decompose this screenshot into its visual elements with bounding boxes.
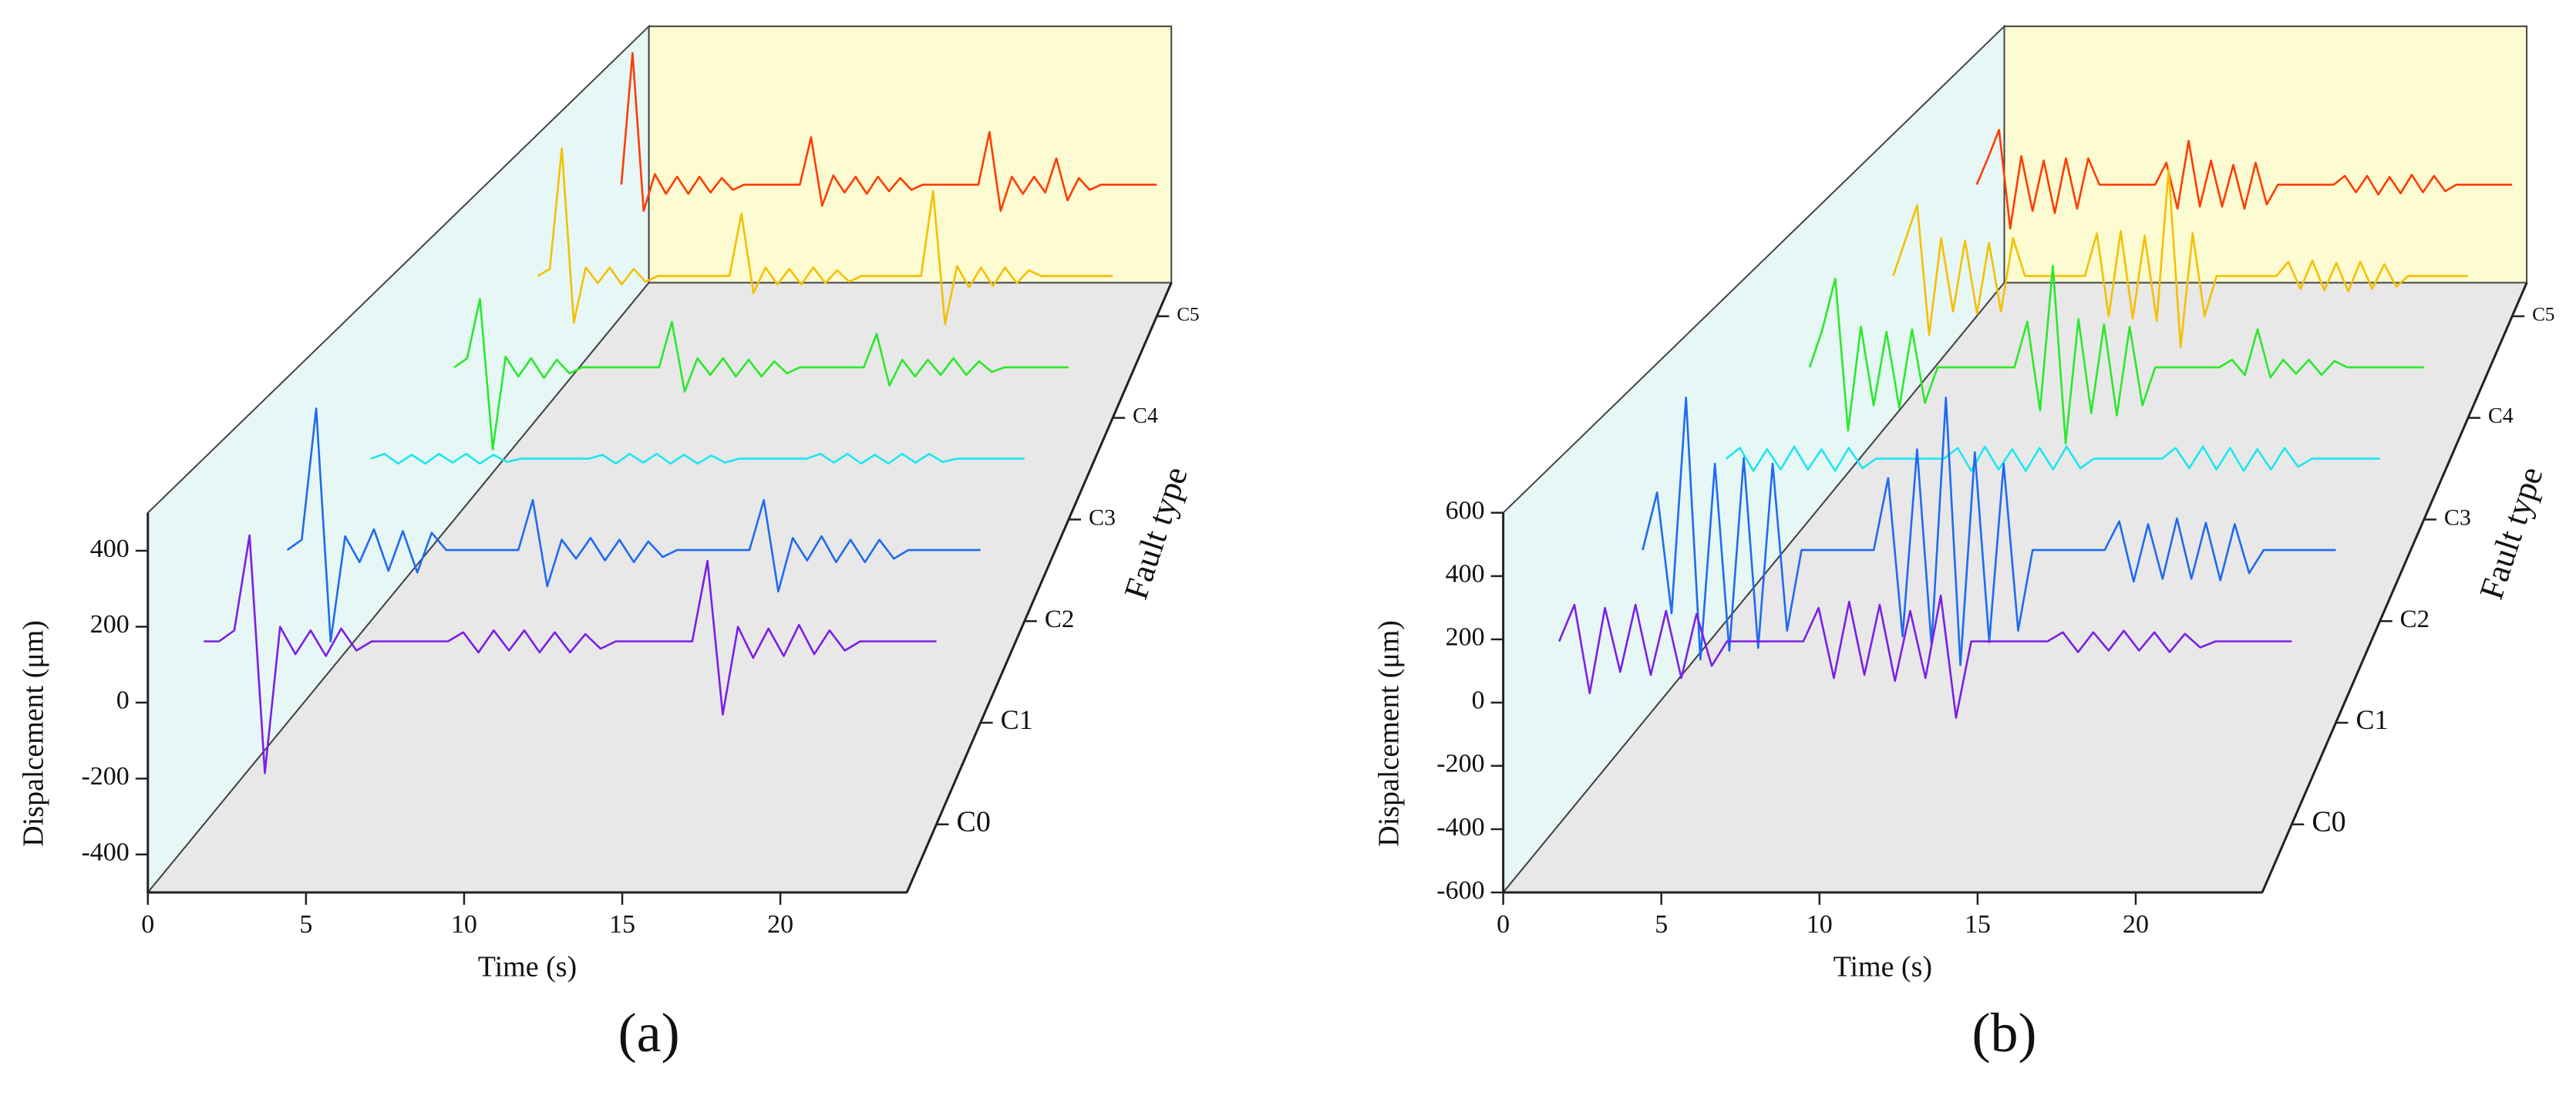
x-tick-label: 10: [451, 910, 477, 939]
series-line: [537, 147, 1113, 326]
x-axis-title: Time (s): [1834, 951, 1932, 983]
series-line: [204, 534, 937, 774]
z-tick-label: C0: [2312, 805, 2345, 838]
series-line: [1808, 265, 2424, 445]
y-tick-label: 0: [1472, 686, 1485, 715]
y-tick-label: 0: [116, 686, 130, 715]
x-axis-title: Time (s): [478, 951, 577, 983]
z-tick-label: C3: [2444, 504, 2471, 530]
z-tick-label: C4: [1133, 404, 1158, 428]
z-tick-label: C2: [1045, 606, 1075, 633]
y-axis-title: Dispalcement (μm): [1372, 620, 1405, 847]
z-axis: [905, 282, 1173, 893]
x-tick-label: 20: [767, 910, 793, 939]
z-tick-label: C0: [956, 805, 990, 838]
y-tick-label: -600: [1436, 876, 1484, 905]
back-wall: [2003, 25, 2528, 284]
y-tick-label: 400: [1446, 560, 1485, 589]
caption: (b): [1972, 1002, 2037, 1064]
series-line: [286, 407, 981, 643]
series-line: [1892, 168, 2468, 349]
series-line: [1725, 445, 2380, 472]
y-tick-label: -400: [81, 838, 129, 867]
y-tick-label: 400: [90, 535, 130, 563]
y-tick-label: 200: [90, 610, 130, 639]
z-tick-label: C2: [2400, 606, 2430, 633]
x-tick-label: 0: [1497, 910, 1510, 939]
y-tick-label: -200: [1436, 750, 1484, 778]
x-tick-label: 0: [141, 910, 154, 939]
series-line: [370, 453, 1025, 465]
y-tick-label: 200: [1446, 623, 1485, 652]
z-axis-title: Fault type: [1116, 462, 1194, 604]
series-line: [1975, 129, 2513, 230]
x-tick-label: 5: [299, 910, 312, 939]
series-line: [453, 298, 1069, 450]
z-axis: [2261, 282, 2528, 893]
z-tick-label: C1: [1001, 704, 1033, 735]
x-tick-label: 15: [609, 910, 635, 939]
x-tick-label: 10: [1807, 910, 1833, 939]
z-tick-label: C5: [2532, 305, 2554, 326]
z-tick-label: C5: [1177, 305, 1199, 326]
z-tick-label: C4: [2488, 404, 2514, 428]
y-tick-label: -400: [1436, 813, 1484, 842]
y-tick-label: 600: [1446, 497, 1485, 525]
z-tick-label: C1: [2356, 704, 2389, 735]
z-axis-title: Fault type: [2472, 462, 2550, 604]
series-line: [620, 52, 1157, 212]
z-tick-label: C3: [1089, 504, 1116, 530]
y-axis-title: Dispalcement (μm): [18, 620, 50, 847]
y-tick-label: -200: [81, 762, 129, 791]
series-line: [1558, 594, 2292, 719]
x-tick-label: 5: [1655, 910, 1668, 939]
x-tick-label: 15: [1965, 910, 1991, 939]
x-tick-label: 20: [2123, 910, 2149, 939]
caption: (a): [618, 1002, 680, 1064]
back-wall: [648, 25, 1173, 284]
